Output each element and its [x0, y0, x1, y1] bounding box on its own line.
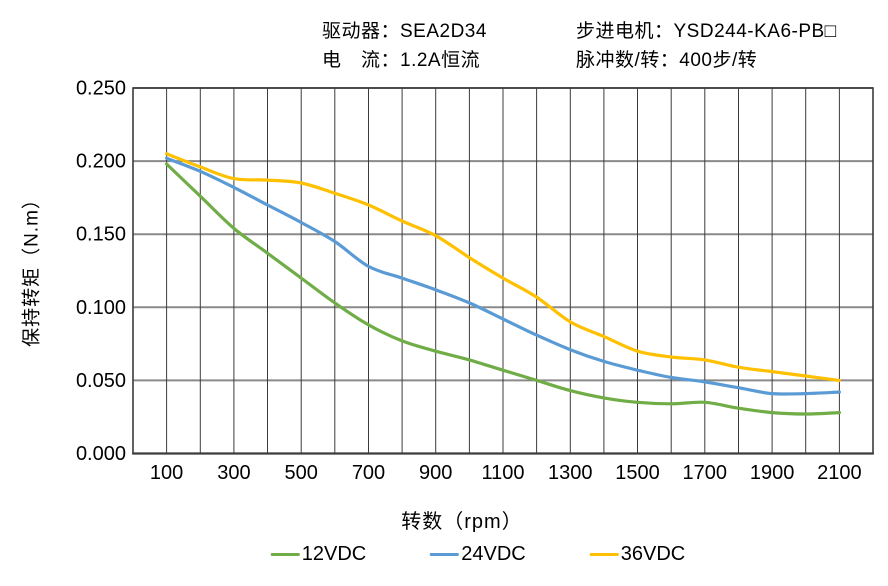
current-label: 电 流：1.2A恒流 [322, 50, 481, 71]
legend-label: 24VDC [461, 543, 526, 565]
x-tick-label: 300 [217, 462, 250, 484]
legend-swatch-24vdc [430, 552, 460, 557]
x-tick-label: 1700 [683, 462, 728, 484]
x-tick-label: 700 [352, 462, 385, 484]
y-tick-label: 0.150 [76, 224, 126, 246]
chart-legend: 12VDC 24VDC 36VDC [270, 543, 686, 566]
x-tick-label: 1300 [548, 462, 593, 484]
legend-swatch-12vdc [270, 552, 300, 557]
legend-item-24vdc: 24VDC [430, 543, 526, 566]
y-tick-label: 0.100 [76, 297, 126, 319]
series-line-12vdc [165, 162, 841, 416]
driver-label: 驱动器：SEA2D34 [322, 21, 487, 42]
y-tick-label: 0.200 [76, 151, 126, 173]
series-line-24vdc [165, 156, 841, 396]
pulses-per-rev-label: 脉冲数/转：400步/转 [576, 50, 758, 71]
x-tick-label: 2100 [817, 462, 862, 484]
x-tick-label: 1500 [615, 462, 660, 484]
y-tick-label: 0.250 [76, 78, 126, 100]
y-tick-label: 0.000 [76, 443, 126, 465]
series-line-36vdc [165, 152, 841, 382]
legend-swatch-36vdc [589, 552, 619, 557]
y-tick-label: 0.050 [76, 370, 126, 392]
x-tick-label: 1900 [750, 462, 795, 484]
x-tick-label: 1100 [481, 462, 524, 484]
legend-label: 12VDC [301, 543, 367, 565]
legend-label: 36VDC [620, 543, 686, 565]
x-tick-label: 900 [419, 462, 452, 484]
legend-item-12vdc: 12VDC [270, 543, 367, 566]
x-tick-label: 500 [285, 462, 318, 484]
motor-model-label: 步进电机：YSD244-KA6-PB□ [576, 21, 837, 42]
legend-item-36vdc: 36VDC [589, 543, 686, 566]
x-axis-title: 转数（rpm） [401, 511, 523, 533]
x-tick-label: 100 [150, 462, 183, 484]
